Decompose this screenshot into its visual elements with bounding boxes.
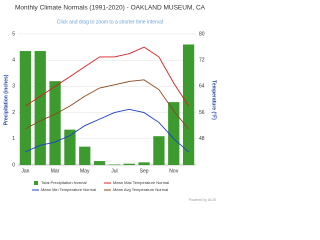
y2-tick-label: 56 <box>199 110 205 116</box>
y-tick-label: 0 <box>12 162 15 168</box>
legend-label: Total Precipitation Normal <box>41 180 87 185</box>
bar <box>64 129 76 165</box>
bar <box>79 146 91 165</box>
y-tick-label: 3 <box>12 84 15 90</box>
bar <box>19 51 32 165</box>
x-tick-label: Nov <box>169 168 178 174</box>
credit: Powered by ACIS <box>189 198 217 202</box>
legend-label: Mean Max Temperature Normal <box>113 180 169 185</box>
bar <box>168 102 180 165</box>
y-tick-label: 2 <box>12 110 15 116</box>
x-tick-label: Jul <box>111 168 117 174</box>
bar <box>108 164 121 165</box>
y-tick-label: 4 <box>12 58 15 64</box>
bar <box>49 81 61 165</box>
bar <box>138 162 150 165</box>
bar <box>153 136 165 165</box>
bar <box>182 44 195 166</box>
x-tick-label: May <box>80 168 90 174</box>
line <box>25 79 189 130</box>
y-tick-label: 1 <box>12 136 15 142</box>
x-tick-label: Jan <box>21 168 29 174</box>
y-tick-label: 5 <box>12 31 15 37</box>
chart-subtitle: Click and drag to zoom to a shorter time… <box>57 19 163 25</box>
chart-title: Monthly Climate Normals (1991-2020) - OA… <box>15 5 206 12</box>
chart: Monthly Climate Normals (1991-2020) - OA… <box>3 5 217 202</box>
bar <box>34 51 46 165</box>
line <box>25 108 189 153</box>
page: Monthly Climate Normals (1991-2020) - OA… <box>3 4 217 202</box>
bar <box>93 161 106 165</box>
y2-axis-title: Temperature (°F) <box>211 80 217 120</box>
legend-swatch <box>34 181 38 185</box>
y2-tick-label: 80 <box>199 31 205 37</box>
legend-label: Mean Min Temperature Normal <box>41 187 96 192</box>
x-tick-label: Sep <box>140 168 149 174</box>
y-axis-title: Precipitation (inches) <box>3 74 9 125</box>
bar <box>123 163 135 165</box>
legend-label: Mean Avg Temperature Normal <box>113 187 168 192</box>
y2-tick-label: 64 <box>199 84 205 90</box>
y2-tick-label: 72 <box>199 58 205 64</box>
line <box>25 46 189 107</box>
y2-tick-label: 48 <box>199 136 205 142</box>
x-tick-label: Mar <box>51 168 60 174</box>
